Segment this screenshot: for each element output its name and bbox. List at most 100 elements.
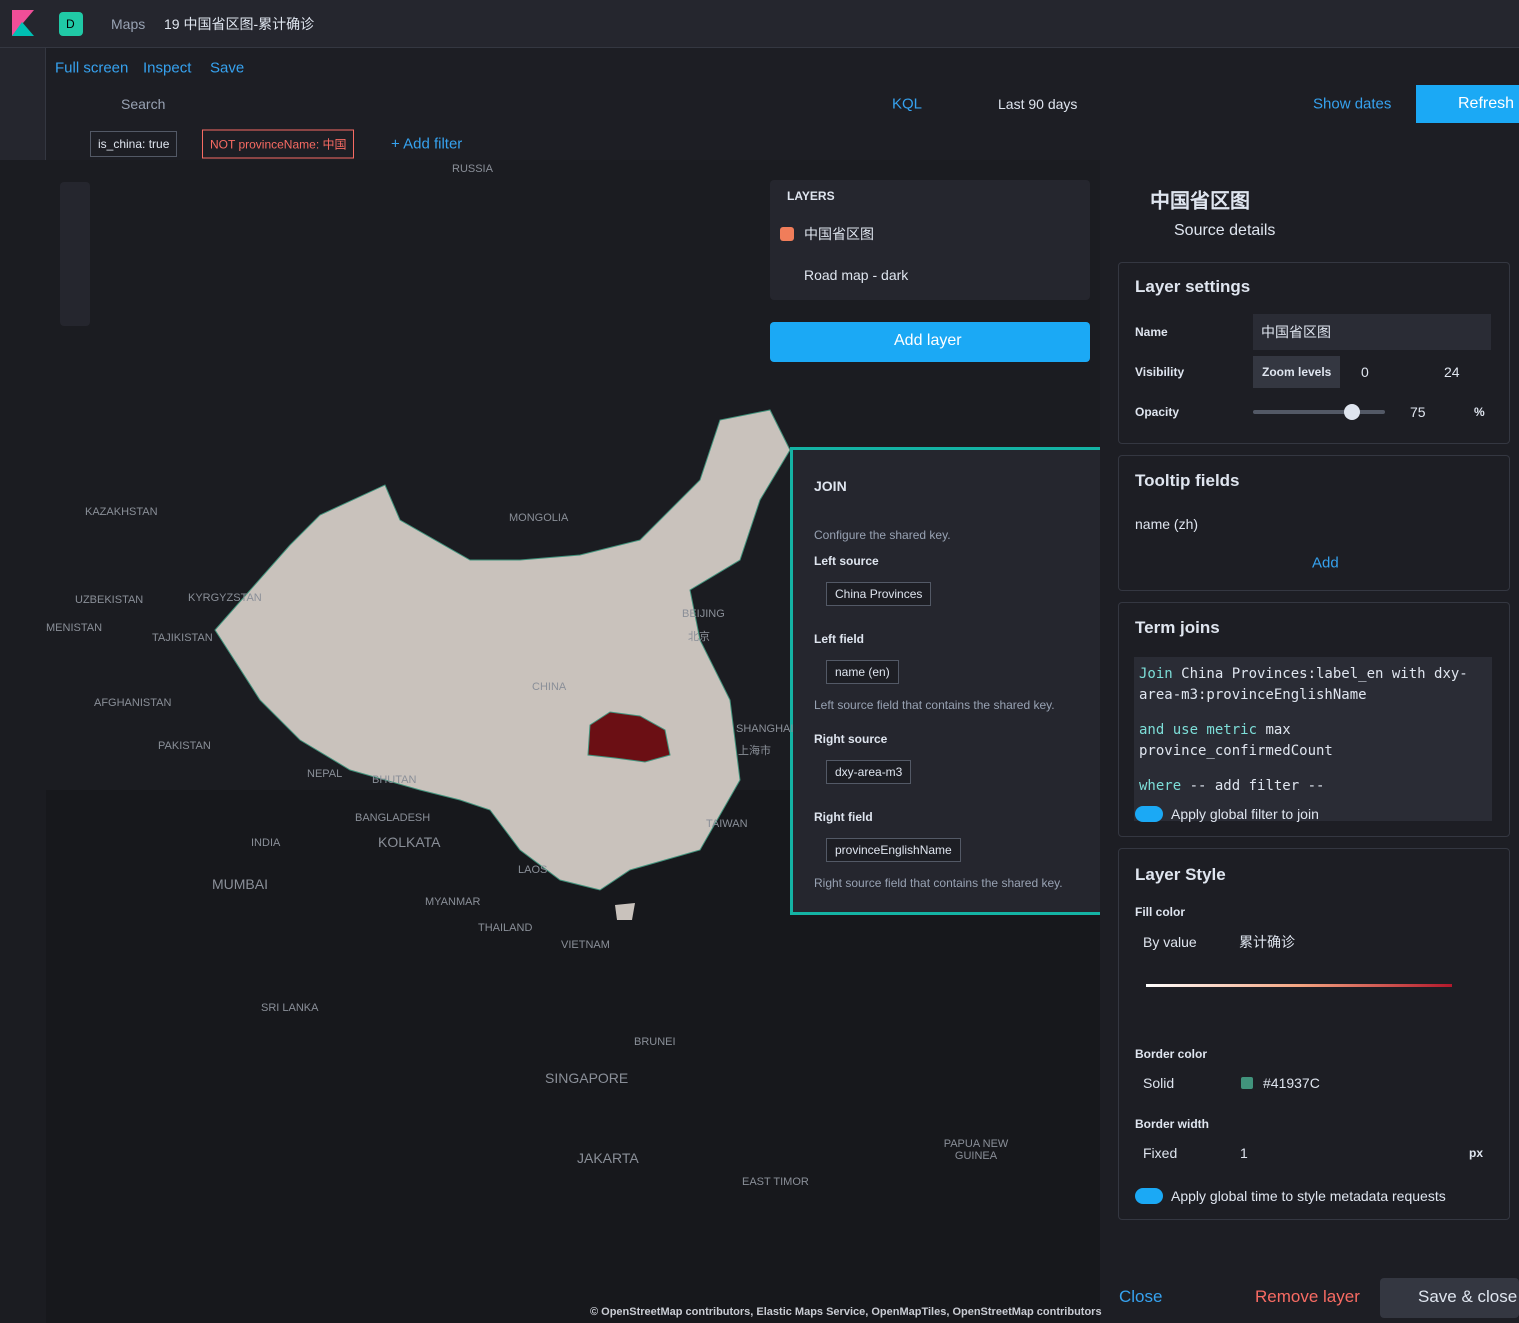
map-label: AFGHANISTAN bbox=[94, 697, 172, 709]
remove-layer[interactable]: Remove layer bbox=[1255, 1287, 1360, 1306]
map-label: INDIA bbox=[251, 837, 281, 849]
map-label: TAJIKISTAN bbox=[152, 632, 213, 644]
show-dates[interactable]: Show dates bbox=[1313, 95, 1392, 113]
hainan[interactable] bbox=[615, 903, 635, 920]
field-label: Name bbox=[1135, 325, 1168, 339]
filter-pill[interactable]: is_china: true bbox=[90, 131, 178, 157]
map-label: LAOS bbox=[518, 864, 548, 876]
opacity-thumb[interactable] bbox=[1344, 404, 1360, 420]
fill-field[interactable]: 累计确诊 bbox=[1239, 934, 1295, 950]
zoom-max[interactable]: 24 bbox=[1444, 364, 1460, 380]
field-label: Visibility bbox=[1135, 365, 1185, 379]
width-input[interactable]: 1 bbox=[1240, 1145, 1248, 1161]
toggle-label[interactable]: Apply global time to style metadata requ… bbox=[1171, 1188, 1446, 1204]
field-help: Left source field that contains the shar… bbox=[814, 698, 1055, 712]
border-mode[interactable]: Solid bbox=[1143, 1075, 1175, 1091]
field-select[interactable]: name (en) bbox=[826, 660, 899, 684]
map-label: RUSSIA bbox=[452, 163, 493, 175]
join-line: where -- add filter -- bbox=[1139, 776, 1484, 797]
join-line: Join China Provinces:label_en with dxy-a… bbox=[1139, 664, 1484, 706]
toolbar-link[interactable]: Inspect bbox=[143, 59, 192, 77]
map-label: SRI LANKA bbox=[261, 1002, 319, 1014]
toggle-label[interactable]: Apply global filter to join bbox=[1171, 806, 1319, 822]
source-details[interactable]: Source details bbox=[1174, 222, 1276, 239]
map-label: MENISTAN bbox=[46, 622, 103, 634]
kibana-logo[interactable] bbox=[12, 10, 34, 36]
join-text: max province_confirmedCount bbox=[1139, 722, 1333, 759]
close-button[interactable]: Close bbox=[1119, 1287, 1163, 1306]
map-label: BEIJING bbox=[682, 608, 725, 620]
breadcrumb[interactable]: Maps bbox=[111, 16, 146, 32]
layer-item[interactable]: Road map - dark bbox=[804, 267, 909, 283]
china-provinces[interactable] bbox=[214, 409, 791, 891]
name-input[interactable]: 中国省区图 bbox=[1253, 314, 1491, 350]
toolbar-link[interactable]: Full screen bbox=[55, 59, 129, 77]
hubei[interactable] bbox=[587, 711, 671, 763]
filter-pill[interactable]: NOT provinceName: 中国 bbox=[202, 129, 355, 159]
field-select[interactable]: provinceEnglishName bbox=[826, 838, 961, 862]
zoom-label: Zoom levels bbox=[1253, 356, 1341, 388]
refresh-button[interactable]: Refresh bbox=[1416, 85, 1519, 123]
toggle-switch[interactable] bbox=[1135, 1188, 1163, 1204]
header bbox=[0, 0, 1519, 48]
map-label: PAKISTAN bbox=[158, 740, 211, 752]
toolbar-link[interactable]: Save bbox=[210, 59, 245, 77]
field-select[interactable]: China Provinces bbox=[826, 582, 932, 606]
field-label: Fill color bbox=[1135, 905, 1186, 919]
style-card bbox=[1118, 848, 1510, 1220]
kql-button[interactable]: KQL bbox=[892, 95, 923, 113]
field-label: Right field bbox=[814, 810, 873, 824]
map-label: UZBEKISTAN bbox=[75, 594, 144, 606]
map bbox=[46, 409, 1102, 1323]
map-label: KYRGYZSTAN bbox=[188, 592, 262, 604]
map-label: 上海市 bbox=[738, 745, 771, 757]
map-label: PAPUA NEW GUINEA bbox=[943, 1138, 1009, 1162]
field-select[interactable]: dxy-area-m3 bbox=[826, 760, 912, 784]
border-color[interactable]: #41937C bbox=[1263, 1075, 1320, 1091]
add-layer-label[interactable]: Add layer bbox=[894, 332, 962, 349]
field-label: Opacity bbox=[1135, 405, 1180, 419]
map-label: THAILAND bbox=[478, 922, 533, 934]
card-title: Tooltip fields bbox=[1135, 471, 1240, 490]
map-label: EAST TIMOR bbox=[742, 1176, 809, 1188]
field-label: Border width bbox=[1135, 1117, 1209, 1131]
color-ramp[interactable] bbox=[1146, 984, 1452, 987]
opacity-unit: % bbox=[1474, 405, 1485, 419]
map-label: 北京 bbox=[688, 631, 710, 643]
settings-card bbox=[1118, 262, 1510, 444]
save-button[interactable] bbox=[1380, 1278, 1519, 1318]
width-mode[interactable]: Fixed bbox=[1143, 1145, 1178, 1161]
map-controls[interactable] bbox=[60, 182, 90, 326]
map-label: SINGAPORE bbox=[545, 1070, 629, 1086]
width-unit: px bbox=[1469, 1146, 1484, 1160]
tooltip-field: name (zh) bbox=[1135, 516, 1199, 532]
fill-mode[interactable]: By value bbox=[1143, 934, 1197, 950]
join-description: Configure the shared key. bbox=[814, 528, 951, 542]
map-label: VIETNAM bbox=[561, 939, 610, 951]
search-input[interactable]: Search bbox=[121, 96, 166, 112]
map-label: BANGLADESH bbox=[355, 812, 431, 824]
space-avatar[interactable] bbox=[59, 12, 83, 36]
layer-item[interactable]: 中国省区图 bbox=[804, 226, 874, 242]
map-label: CHINA bbox=[532, 681, 567, 693]
joins-card bbox=[1118, 602, 1510, 837]
time-picker[interactable]: Last 90 days bbox=[998, 96, 1078, 112]
join-expression bbox=[1134, 657, 1492, 821]
breadcrumb-current: 19 中国省区图-累计确诊 bbox=[164, 16, 315, 32]
opacity-input[interactable]: 75 bbox=[1410, 404, 1426, 420]
map-label: BHUTAN bbox=[372, 774, 417, 786]
field-help: Right source field that contains the sha… bbox=[814, 876, 1063, 890]
toggle-switch[interactable] bbox=[1135, 806, 1163, 822]
add-filter[interactable]: + Add filter bbox=[391, 135, 463, 153]
zoom-min[interactable]: 0 bbox=[1361, 364, 1369, 380]
join-keyword: Join bbox=[1139, 666, 1173, 682]
field-label: Border color bbox=[1135, 1047, 1208, 1061]
add-tooltip[interactable]: Add bbox=[1312, 554, 1339, 572]
layer-swatch bbox=[780, 227, 794, 241]
space-letter[interactable]: D bbox=[66, 17, 75, 31]
join-keyword: where bbox=[1139, 778, 1182, 794]
join-text: China Provinces:label_en with dxy-area-m… bbox=[1139, 666, 1468, 703]
save-close[interactable]: Save & close bbox=[1418, 1287, 1518, 1306]
add-layer-button[interactable] bbox=[770, 322, 1090, 362]
